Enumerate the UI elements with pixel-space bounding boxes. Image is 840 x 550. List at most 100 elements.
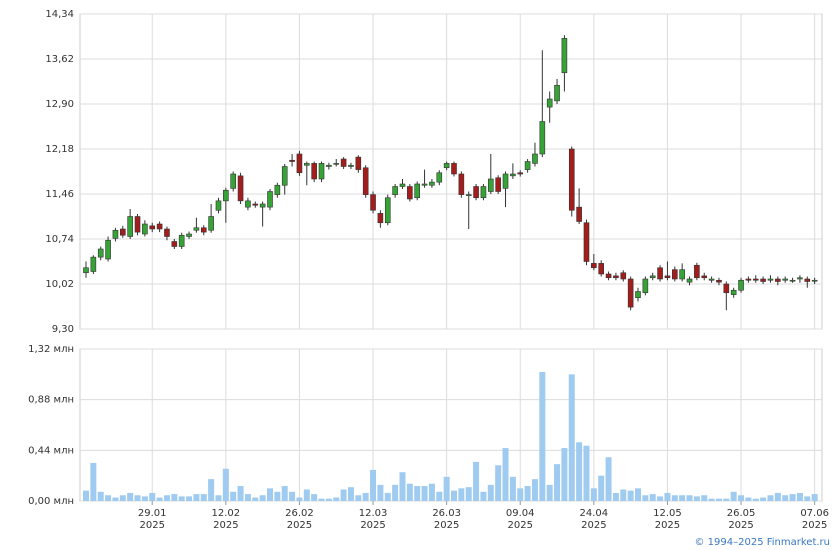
volume-bar <box>200 494 207 501</box>
candle-body <box>517 172 524 175</box>
y-tick-label: 0,44 млн <box>28 445 74 456</box>
volume-bar <box>406 483 413 501</box>
candle-body <box>134 216 141 233</box>
candle-body <box>539 121 546 155</box>
candle-body <box>554 84 560 102</box>
x-tick-label: 2025 <box>140 520 165 531</box>
volume-bar <box>318 498 325 501</box>
volume-bar <box>149 492 156 501</box>
candle-body <box>738 279 744 291</box>
volume-bar <box>531 479 538 501</box>
candle-body <box>414 183 421 199</box>
volume-bar <box>392 484 399 501</box>
candle-body <box>701 275 708 279</box>
volume-bar <box>509 476 516 501</box>
candle-body <box>193 227 200 231</box>
x-tick-label: 29.01 <box>138 508 167 519</box>
candle-body <box>296 153 303 174</box>
candle-body <box>532 153 538 164</box>
volume-bar <box>289 491 296 501</box>
candle-body <box>311 163 317 180</box>
candle-body <box>502 173 509 189</box>
volume-bar <box>480 491 487 501</box>
volume-bar <box>127 492 134 501</box>
candle-body <box>716 279 722 283</box>
candle-body <box>355 156 362 170</box>
volume-bar <box>303 489 310 501</box>
candle-body <box>230 173 236 189</box>
candle-body <box>399 183 406 187</box>
volume-bar <box>281 486 288 501</box>
volume-bar <box>539 372 546 501</box>
volume-bar <box>693 496 700 501</box>
candle-body <box>340 158 347 167</box>
candle-body <box>223 189 229 202</box>
volume-bar <box>436 491 443 501</box>
candle-body <box>90 256 97 272</box>
volume-bar <box>384 492 391 501</box>
volume-bar <box>495 465 502 501</box>
volume-bar <box>583 445 590 501</box>
candle-body <box>384 197 391 224</box>
volume-bar <box>141 496 148 501</box>
candle-body <box>245 200 251 208</box>
candle-body <box>208 216 214 231</box>
candle-body <box>664 275 671 279</box>
candle-body <box>730 289 737 295</box>
candle-body <box>752 278 759 281</box>
volume-bar <box>414 486 421 501</box>
volume-bar <box>487 484 494 501</box>
volume-bar <box>502 448 509 501</box>
volume-bar <box>267 488 273 501</box>
candle-body <box>510 173 516 177</box>
candle-body <box>671 269 678 280</box>
x-tick-label: 12.05 <box>653 508 682 519</box>
price-frame <box>79 13 823 330</box>
x-tick-label: 07.06 <box>800 508 829 519</box>
volume-bar <box>340 489 347 501</box>
candle-body <box>745 278 752 281</box>
volume-bar <box>215 495 222 501</box>
y-tick-label: 12,90 <box>45 99 74 110</box>
candle-body <box>605 273 612 279</box>
volume-bar <box>465 487 472 501</box>
candle-body <box>377 213 384 224</box>
volume-bar <box>642 495 649 501</box>
volume-bar <box>723 498 730 501</box>
x-tick-label: 2025 <box>728 520 753 531</box>
candle-body <box>156 223 163 230</box>
candle-body <box>127 216 133 237</box>
x-tick-label: 2025 <box>802 520 827 531</box>
y-tick-label: 10,02 <box>45 279 74 290</box>
candle-body <box>598 263 605 275</box>
candle-body <box>149 225 156 230</box>
volume-bar <box>679 495 686 501</box>
volume-bar <box>568 374 575 501</box>
candle-body <box>487 178 494 192</box>
candle-body <box>480 186 487 199</box>
volume-bar <box>546 484 553 501</box>
candle-body <box>303 163 310 166</box>
volume-bar <box>605 457 612 501</box>
candle-body <box>568 148 575 211</box>
candle-body <box>370 194 376 211</box>
volume-bar <box>178 496 185 501</box>
volume-bar <box>730 491 737 501</box>
candle-body <box>811 279 818 282</box>
volume-bar <box>193 494 200 501</box>
volume-bar <box>377 484 384 501</box>
volume-bar <box>112 497 119 501</box>
candle-body <box>583 222 590 262</box>
candle-body <box>546 98 553 108</box>
candle-body <box>576 206 582 222</box>
candle-body <box>421 183 428 186</box>
volume-bar <box>421 486 428 501</box>
candle-body <box>97 248 104 258</box>
x-tick-label: 2025 <box>287 520 312 531</box>
candle-body <box>760 278 766 282</box>
x-tick-label: 2025 <box>360 520 385 531</box>
x-tick-label: 26.03 <box>432 508 461 519</box>
candle-body <box>708 278 715 281</box>
volume-bar <box>796 492 803 501</box>
volume-bar <box>554 464 561 501</box>
